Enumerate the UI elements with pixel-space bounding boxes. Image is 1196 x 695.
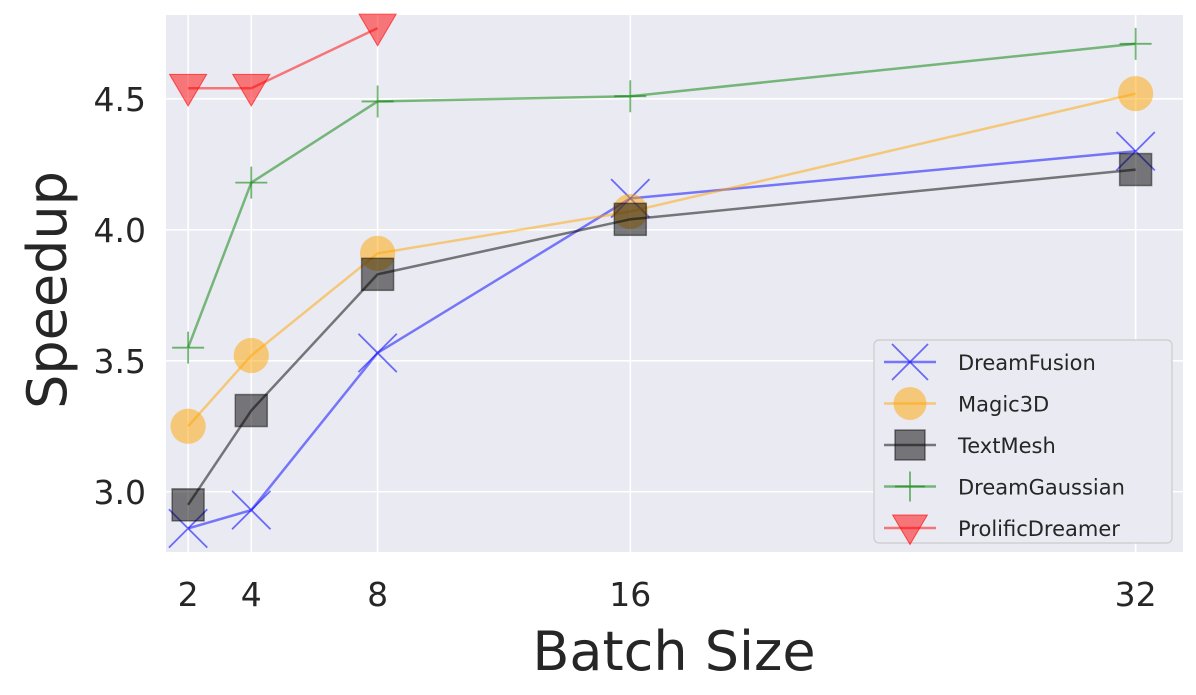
x-tick-label: 32 <box>1115 575 1157 614</box>
point-prolificdreamer <box>358 13 398 47</box>
y-tick-label: 4.5 <box>94 80 146 119</box>
y-tick-labels: 3.0 3.5 4.0 4.5 <box>94 80 146 512</box>
series-dreamgaussian <box>172 27 1152 364</box>
point-prolificdreamer <box>231 73 271 107</box>
legend-label-dreamfusion: DreamFusion <box>958 351 1096 375</box>
legend-label-prolificdreamer: ProlificDreamer <box>958 517 1120 541</box>
point-prolificdreamer <box>168 73 208 107</box>
x-tick-labels: 2 4 8 16 32 <box>178 575 1157 614</box>
point-dreamgaussian <box>172 331 205 364</box>
y-tick-label: 3.0 <box>94 473 146 512</box>
legend-marker-textmesh <box>894 429 926 461</box>
point-dreamgaussian <box>361 85 394 118</box>
legend-marker-dreamfusion <box>891 343 929 381</box>
y-tick-label: 3.5 <box>94 342 146 381</box>
x-tick-label: 16 <box>609 575 651 614</box>
x-tick-label: 4 <box>241 575 262 614</box>
x-tick-label: 2 <box>178 575 199 614</box>
series-prolificdreamer <box>168 13 398 107</box>
point-textmesh <box>1118 152 1153 187</box>
point-dreamgaussian <box>235 166 268 199</box>
y-axis-title: Speedup <box>16 171 79 409</box>
point-dreamfusion <box>357 333 398 373</box>
point-textmesh <box>234 393 269 428</box>
legend: DreamFusion Magic3D TextMesh DreamGaussian P… <box>873 339 1173 546</box>
legend-label-textmesh: TextMesh <box>957 434 1056 458</box>
point-dreamfusion <box>231 490 272 530</box>
legend-label-magic3d: Magic3D <box>958 393 1049 417</box>
x-axis-title: Batch Size <box>532 620 815 683</box>
point-dreamgaussian <box>1119 27 1152 60</box>
point-textmesh <box>613 202 648 237</box>
point-magic3d <box>233 337 269 374</box>
legend-marker-dreamgaussian <box>895 471 925 502</box>
legend-marker-prolificdreamer <box>891 514 929 546</box>
point-dreamgaussian <box>614 80 647 113</box>
x-tick-label: 8 <box>367 575 388 614</box>
point-textmesh <box>360 257 395 292</box>
point-magic3d <box>170 408 206 444</box>
series-layer <box>168 13 1156 549</box>
legend-label-dreamgaussian: DreamGaussian <box>958 476 1125 500</box>
series-textmesh <box>171 152 1153 522</box>
legend-marker-magic3d <box>893 387 927 420</box>
legend-box <box>873 339 1173 544</box>
y-tick-label: 4.0 <box>94 211 146 250</box>
point-magic3d <box>1118 75 1154 112</box>
point-textmesh <box>171 488 205 522</box>
